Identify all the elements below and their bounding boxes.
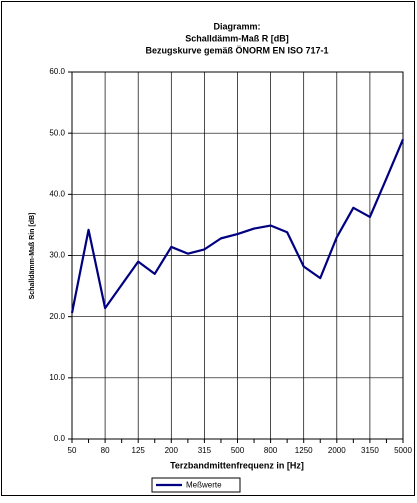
x-tick-label: 800 xyxy=(264,446,278,455)
x-tick-label: 315 xyxy=(198,446,212,455)
y-axis-label: Schalldämm-Maß Rin [dB] xyxy=(29,213,36,300)
x-tick-label: 3150 xyxy=(361,446,379,455)
chart-title: Diagramm: xyxy=(213,21,260,31)
y-tick-label: 50.0 xyxy=(49,128,65,137)
data-line xyxy=(70,138,405,314)
chart-title: Bezugskurve gemäß ÖNORM EN ISO 717-1 xyxy=(145,45,328,55)
x-tick-label: 5000 xyxy=(394,446,412,455)
chart-title: Schalldämm-Maß R [dB] xyxy=(185,33,289,43)
y-tick-label: 40.0 xyxy=(49,189,65,198)
legend-label: Meßwerte xyxy=(186,481,222,490)
x-tick-label: 500 xyxy=(231,446,245,455)
x-tick-label: 1250 xyxy=(295,446,313,455)
y-tick-label: 30.0 xyxy=(49,251,65,260)
x-tick-label: 80 xyxy=(101,446,110,455)
y-tick-label: 0.0 xyxy=(54,434,66,443)
x-tick-label: 200 xyxy=(165,446,179,455)
x-tick-label: 2000 xyxy=(328,446,346,455)
x-tick-label: 50 xyxy=(68,446,77,455)
y-tick-label: 60.0 xyxy=(49,67,65,76)
x-axis-label: Terzbandmittenfrequenz in [Hz] xyxy=(170,460,304,470)
legend-box xyxy=(151,477,241,493)
y-tick-label: 10.0 xyxy=(49,373,65,382)
x-tick-label: 125 xyxy=(132,446,146,455)
y-tick-label: 20.0 xyxy=(49,312,65,321)
